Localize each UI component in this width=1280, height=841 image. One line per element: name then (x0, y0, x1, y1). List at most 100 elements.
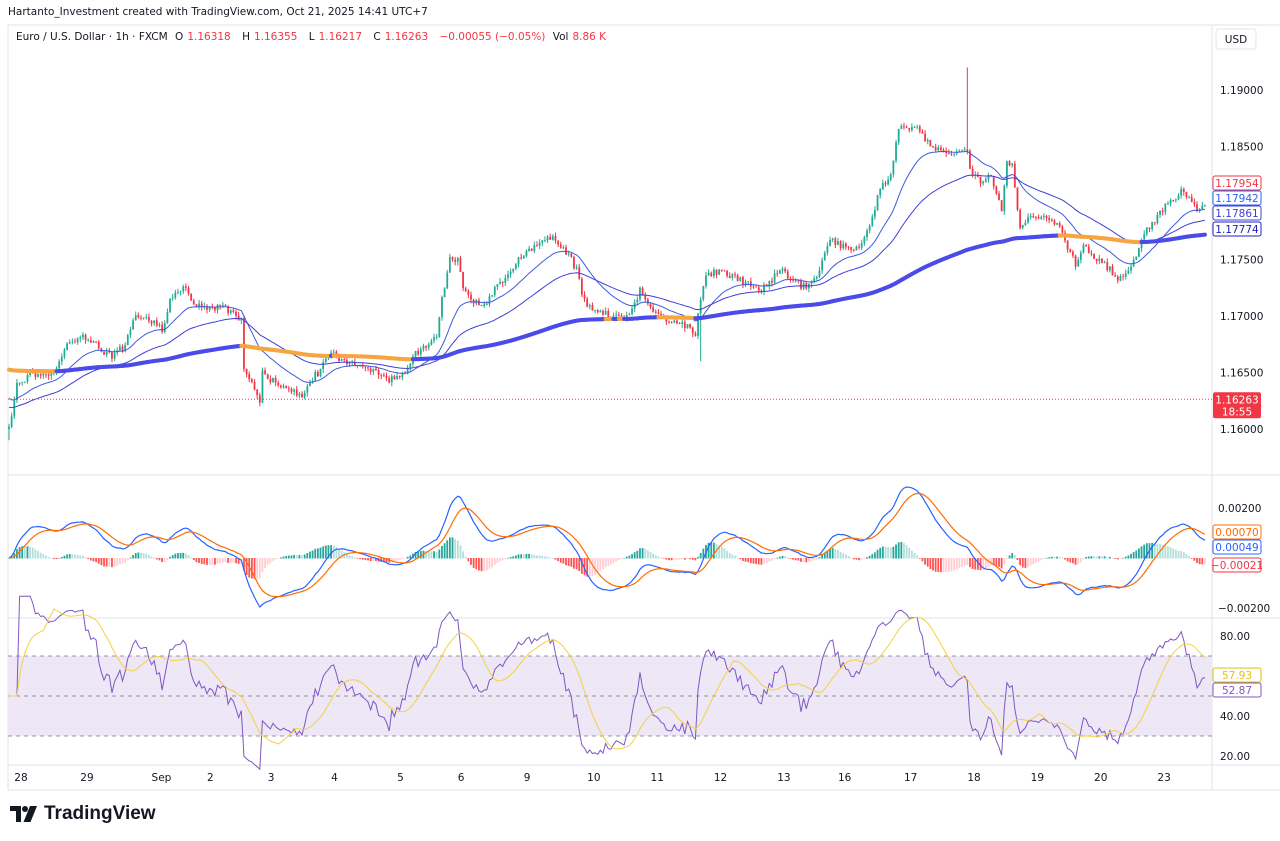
macd-histogram-bar (1048, 557, 1051, 559)
candle (1164, 203, 1167, 216)
candle (705, 271, 707, 289)
candle-body (913, 127, 916, 128)
candle-body (612, 315, 615, 318)
candle-body (1008, 161, 1011, 166)
candle (710, 271, 713, 277)
candle-body (319, 369, 322, 377)
macd-histogram-bar (681, 558, 684, 560)
macd-histogram-bar (1177, 550, 1180, 559)
candle-body (398, 375, 401, 378)
candle (248, 371, 251, 383)
macd-histogram-bar (1180, 551, 1183, 559)
macd-histogram-bar (1024, 558, 1027, 569)
candle-body (393, 376, 396, 380)
candle-body (887, 179, 890, 185)
candle (1042, 213, 1045, 221)
rsi-pane[interactable] (9, 595, 1206, 771)
tradingview-logo[interactable]: TradingView (10, 803, 156, 825)
candle-body (1124, 273, 1127, 277)
macd-histogram-bar (443, 543, 446, 559)
last-price-tag (1213, 392, 1261, 419)
candle (369, 366, 372, 375)
macd-histogram-bar (76, 554, 79, 559)
candle (728, 272, 731, 279)
candle (261, 367, 264, 404)
candle (900, 123, 903, 130)
candle-body (84, 334, 87, 341)
candle-body (897, 128, 900, 143)
time-axis-label: Sep (152, 772, 172, 784)
candle-body (929, 139, 932, 147)
candle (1048, 215, 1051, 224)
macd-histogram-bar (45, 555, 47, 559)
candle (18, 382, 21, 386)
candle (752, 284, 755, 289)
macd-histogram-bar (108, 558, 111, 567)
candle (425, 345, 428, 351)
currency-button[interactable] (1215, 28, 1257, 50)
candle (95, 341, 98, 344)
candle (316, 370, 319, 378)
rsi-axis-label: 20.00 (1220, 751, 1250, 763)
macd-histogram-bar (789, 558, 792, 559)
candle-body (797, 280, 800, 282)
macd-histogram-bar (686, 558, 689, 560)
candle (694, 331, 697, 337)
candle (992, 175, 995, 190)
macd-histogram-bar (55, 558, 58, 560)
candle (184, 283, 187, 292)
candle (786, 269, 789, 280)
macd-pane[interactable] (8, 486, 1206, 608)
macd-histogram-bar (95, 558, 98, 563)
candle-body (377, 370, 380, 375)
candle-body (153, 320, 156, 324)
macd-histogram-bar (87, 558, 90, 560)
macd-histogram-bar (1193, 558, 1196, 561)
candle-body (1019, 209, 1022, 228)
candle-body (580, 278, 583, 295)
candle-body (707, 272, 710, 276)
macd-tag-text: 0.00049 (1215, 542, 1258, 554)
price-pane[interactable] (7, 67, 1212, 441)
candle (232, 307, 235, 314)
macd-histogram-bar (976, 558, 979, 570)
candle-body (483, 304, 486, 307)
time-axis-label: 2 (207, 772, 214, 784)
time-axis-label: 23 (1157, 772, 1170, 784)
candle-body (1006, 161, 1008, 186)
macd-histogram-bar (1040, 558, 1043, 561)
macd-histogram-bar (649, 552, 652, 559)
candle-body (184, 286, 187, 288)
candle (1024, 219, 1027, 226)
candle (137, 312, 140, 319)
macd-histogram-bar (805, 558, 808, 563)
candle (868, 224, 871, 234)
candle-body (966, 149, 969, 151)
candle-body (728, 275, 731, 278)
candle (1093, 253, 1095, 260)
macd-histogram-bar (1124, 556, 1127, 559)
candle (1053, 218, 1056, 227)
candle-body (258, 395, 261, 403)
candle-body (1040, 216, 1043, 219)
candle-body (132, 320, 134, 330)
candle (850, 246, 853, 254)
candle (277, 380, 280, 388)
symbol-name[interactable]: Euro / U.S. Dollar · 1h · FXCM (16, 31, 168, 43)
macd-histogram-bar (586, 558, 589, 577)
candle (280, 384, 282, 389)
macd-histogram-bar (406, 556, 409, 559)
macd-histogram-bar (940, 558, 942, 573)
candle (639, 286, 641, 303)
candle (976, 171, 979, 178)
candle (1177, 193, 1180, 201)
macd-histogram-bar (739, 558, 742, 560)
candle-body (760, 290, 763, 292)
candle (681, 319, 684, 328)
candle-body (900, 126, 903, 129)
macd-histogram-bar (530, 554, 533, 559)
price-tag: 1.17942 (1212, 190, 1262, 206)
macd-histogram-bar (644, 548, 647, 559)
candle-body (414, 350, 417, 357)
